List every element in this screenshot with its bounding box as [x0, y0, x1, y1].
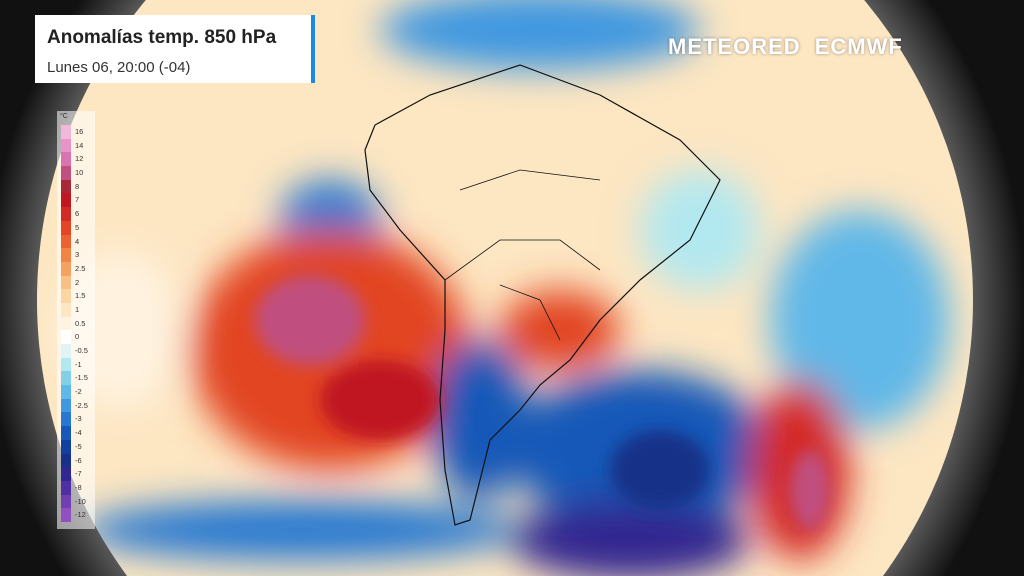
- legend-label: -8: [75, 482, 82, 492]
- legend-label: 0.5: [75, 318, 86, 328]
- legend-label: 8: [75, 181, 80, 191]
- legend-label: -2.5: [75, 400, 88, 410]
- legend-swatch: [61, 220, 71, 235]
- legend-swatch: [61, 261, 71, 276]
- legend-swatch: [61, 344, 71, 358]
- legend-label: 1: [75, 304, 80, 314]
- legend-label: 4: [75, 236, 80, 246]
- legend-label: 14: [75, 140, 84, 150]
- legend-swatch: [61, 480, 71, 495]
- legend-swatch: [61, 453, 71, 468]
- legend-swatch: [61, 207, 71, 221]
- legend-label: -7: [75, 469, 82, 479]
- legend-swatch: [61, 179, 71, 194]
- legend-label: 12: [75, 154, 84, 164]
- legend-unit: °C: [60, 113, 68, 120]
- legend-label: 7: [75, 195, 80, 205]
- legend-swatch: [61, 439, 71, 454]
- title: Anomalías temp. 850 hPa: [47, 27, 277, 48]
- legend-swatch: [61, 426, 71, 440]
- legend-swatch: [61, 193, 71, 208]
- legend-swatch: [61, 467, 71, 481]
- legend-swatch: [61, 398, 71, 413]
- legend-label: 10: [75, 168, 84, 178]
- legend-swatch: [61, 289, 71, 303]
- legend: °C 16 14 12 10 8 7 6 5 4 3 2.5 2 1.5 1 0.5 0 -0.5 -1 -1.5 -…: [57, 111, 95, 529]
- legend-label: 2.5: [75, 263, 86, 273]
- legend-label: -10: [75, 496, 86, 506]
- partner: ECMWF: [814, 34, 903, 59]
- legend-swatch: [61, 234, 71, 249]
- subtitle: Lunes 06, 20:00 (-04): [47, 59, 191, 76]
- legend-label: -3: [75, 414, 82, 424]
- legend-swatch: [61, 152, 71, 167]
- legend-label: -5: [75, 441, 82, 451]
- legend-swatch: [61, 275, 71, 290]
- legend-swatch: [61, 357, 71, 372]
- borders: [444, 169, 601, 341]
- legend-label: 5: [75, 222, 80, 232]
- legend-swatches: [61, 125, 71, 522]
- legend-swatch: [61, 302, 71, 317]
- legend-label: -4: [75, 428, 82, 438]
- legend-label: -1.5: [75, 373, 88, 383]
- title-box: Anomalías temp. 850 hPa Lunes 06, 20:00 …: [35, 15, 315, 83]
- legend-label: -1: [75, 359, 82, 369]
- legend-swatch: [61, 494, 71, 509]
- legend-label: -12: [75, 510, 86, 520]
- legend-swatch: [61, 316, 71, 331]
- brand: METEORED: [668, 34, 801, 59]
- legend-label: 3: [75, 250, 80, 260]
- legend-label: 2: [75, 277, 80, 287]
- legend-label: 16: [75, 127, 84, 136]
- legend-label: -2: [75, 387, 82, 397]
- legend-label: -6: [75, 455, 82, 465]
- legend-swatch: [61, 330, 71, 344]
- legend-swatch: [61, 138, 71, 153]
- legend-label: -0.5: [75, 346, 88, 355]
- legend-swatch: [61, 412, 71, 427]
- legend-label: 0: [75, 332, 80, 342]
- legend-swatch: [61, 125, 71, 139]
- legend-swatch: [61, 371, 71, 386]
- legend-swatch: [61, 248, 71, 262]
- legend-label: 6: [75, 209, 80, 219]
- logo: METEORED ECMWF: [668, 34, 903, 60]
- legend-swatch: [61, 166, 71, 180]
- legend-labels: 16 14 12 10 8 7 6 5 4 3 2.5 2 1.5 1 0.5 0 -0.5 -1 -1.5 -2 -2…: [75, 125, 88, 522]
- coastline: [364, 64, 721, 526]
- legend-swatch: [61, 508, 71, 522]
- legend-label: 1.5: [75, 291, 86, 301]
- legend-swatch: [61, 385, 71, 399]
